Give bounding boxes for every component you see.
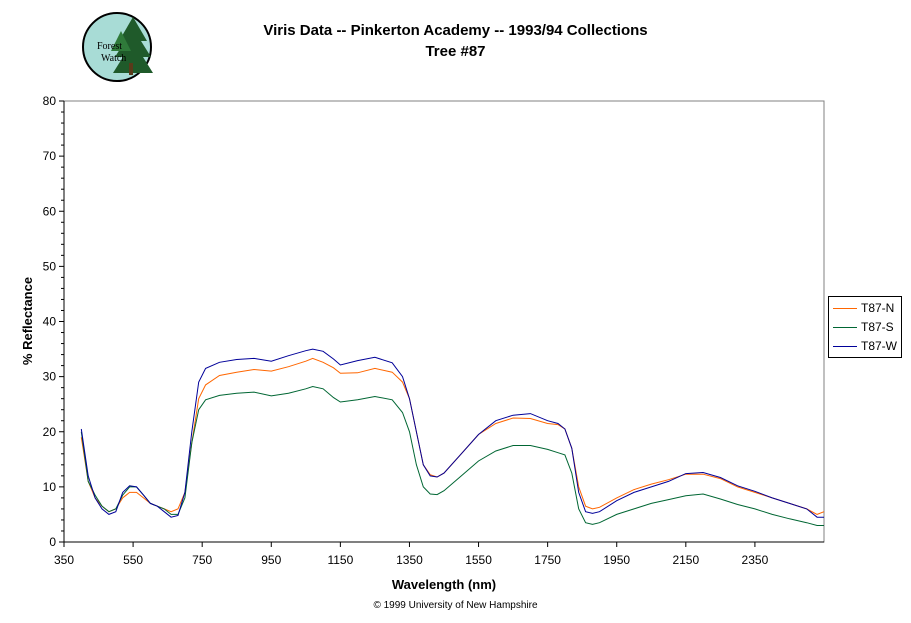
x-axis-label: Wavelength (nm): [392, 577, 496, 592]
y-tick-label: 0: [49, 535, 56, 549]
legend-swatch-t87-s: [833, 327, 857, 328]
y-tick-label: 40: [43, 315, 57, 329]
ticks-layer: 0 10 20 30 40 50 60 70 80 350 550 750 950 1150 1350 155…: [43, 94, 769, 567]
x-tick-label: 950: [261, 553, 281, 567]
x-tick-label: 1550: [465, 553, 492, 567]
y-tick-label: 60: [43, 204, 57, 218]
chart-subtitle: Tree #87: [425, 43, 486, 60]
legend-item-t87-s: T87-S: [833, 319, 901, 337]
copyright-notice: © 1999 University of New Hampshire: [373, 600, 538, 611]
x-tick-label: 1350: [396, 553, 423, 567]
y-tick-label: 50: [43, 259, 57, 273]
legend-label-t87-n: T87-N: [861, 301, 895, 315]
series-line-t87-w: [80, 348, 824, 518]
x-tick-label: 350: [54, 553, 74, 567]
x-tick-label: 550: [123, 553, 143, 567]
y-tick-label: 70: [43, 149, 57, 163]
x-tick-label: 2350: [742, 553, 769, 567]
legend-swatch-t87-n: [833, 308, 857, 309]
y-axis-label: % Reflectance: [20, 277, 35, 365]
x-tick-label: 1150: [327, 553, 353, 567]
y-tick-label: 20: [43, 425, 57, 439]
x-tick-label: 2150: [672, 553, 699, 567]
y-tick-label: 80: [43, 94, 57, 108]
legend: T87-N T87-S T87-W: [828, 296, 902, 358]
legend-label-t87-w: T87-W: [861, 339, 897, 353]
x-tick-label: 1750: [534, 553, 561, 567]
y-tick-label: 30: [43, 370, 57, 384]
forest-watch-logo: Forest Watch: [82, 12, 153, 82]
svg-text:Watch: Watch: [101, 53, 126, 64]
x-tick-label: 1950: [603, 553, 630, 567]
legend-item-t87-n: T87-N: [833, 300, 901, 318]
legend-swatch-t87-w: [833, 346, 857, 347]
x-tick-label: 750: [192, 553, 212, 567]
chart-title: Viris Data -- Pinkerton Academy -- 1993/…: [263, 22, 648, 39]
svg-text:Forest: Forest: [97, 41, 122, 52]
legend-label-t87-s: T87-S: [861, 320, 894, 334]
legend-item-t87-w: T87-W: [833, 338, 901, 356]
series-layer: [80, 348, 825, 526]
y-tick-label: 10: [43, 480, 57, 494]
